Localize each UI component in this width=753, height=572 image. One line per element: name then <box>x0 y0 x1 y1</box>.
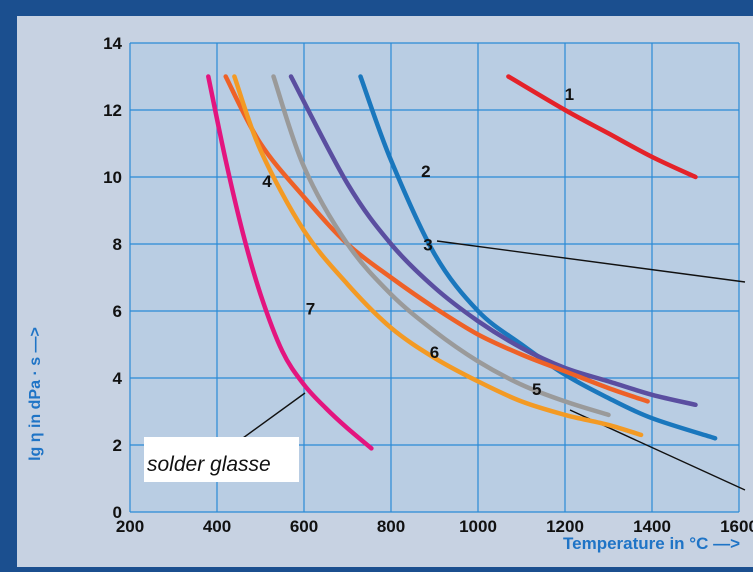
x-tick-label: 1400 <box>633 517 671 536</box>
curve-label-7: 7 <box>306 299 315 318</box>
y-axis-title: lg η in dPa · s —> <box>27 327 44 461</box>
callout-label: solder glasse <box>147 453 271 476</box>
y-tick-label: 10 <box>103 168 122 187</box>
series-line-7 <box>206 74 374 451</box>
callout-group: solder glasse <box>144 437 299 482</box>
callout-box <box>144 437 299 482</box>
y-tick-label: 4 <box>113 369 123 388</box>
curve-label-4: 4 <box>262 172 272 191</box>
series-line-6 <box>232 74 644 438</box>
leader-line-solder-glass <box>242 392 306 439</box>
curve-label-3: 3 <box>423 236 432 255</box>
series-line-5 <box>271 74 611 418</box>
x-tick-label: 200 <box>116 517 144 536</box>
leader-line-curve-2 <box>436 240 746 283</box>
curve-label-5: 5 <box>532 380 541 399</box>
x-axis-title: Temperature in °C —> <box>563 534 740 553</box>
series-line-2 <box>358 74 718 441</box>
y-tick-label: 8 <box>113 235 122 254</box>
x-tick-label: 1200 <box>546 517 584 536</box>
x-tick-label: 800 <box>377 517 405 536</box>
series-line-3 <box>288 74 698 408</box>
curve-label-2: 2 <box>421 162 430 181</box>
tick-labels: 200400600800100012001400160002468101214 <box>103 34 753 536</box>
y-tick-label: 14 <box>103 34 122 53</box>
curve-labels: 1 2 3 4 5 6 7 <box>262 85 574 399</box>
curve-label-1: 1 <box>565 85 574 104</box>
curve-label-6: 6 <box>430 343 439 362</box>
x-tick-label: 400 <box>203 517 231 536</box>
y-tick-label: 6 <box>113 302 122 321</box>
y-tick-label: 12 <box>103 101 122 120</box>
series-line-4 <box>223 74 650 404</box>
x-tick-label: 600 <box>290 517 318 536</box>
x-tick-label: 1000 <box>459 517 497 536</box>
y-tick-label: 2 <box>113 436 122 455</box>
series-line-1 <box>506 74 698 180</box>
series-lines <box>206 74 718 451</box>
y-tick-label: 0 <box>113 503 122 522</box>
